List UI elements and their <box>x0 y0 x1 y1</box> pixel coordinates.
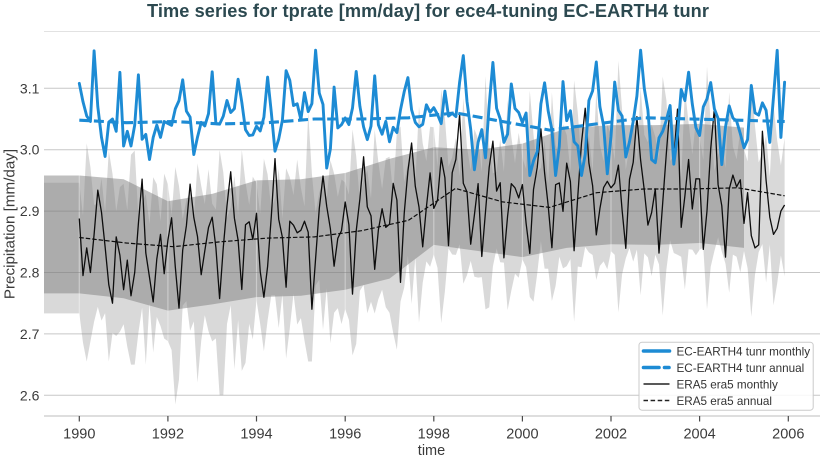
svg-text:2002: 2002 <box>595 427 627 443</box>
svg-text:2.8: 2.8 <box>20 265 40 281</box>
svg-text:1996: 1996 <box>329 427 361 443</box>
svg-text:3.0: 3.0 <box>20 142 40 158</box>
svg-text:2000: 2000 <box>506 427 538 443</box>
svg-text:2004: 2004 <box>683 427 715 443</box>
svg-text:ERA5 era5 monthly: ERA5 era5 monthly <box>677 378 778 391</box>
svg-text:1992: 1992 <box>152 427 184 443</box>
svg-text:Time series for tprate [mm/day: Time series for tprate [mm/day] for ece4… <box>147 1 709 21</box>
svg-text:EC-EARTH4 tunr annual: EC-EARTH4 tunr annual <box>677 362 805 375</box>
svg-text:Precipitation [mm/day]: Precipitation [mm/day] <box>2 149 19 299</box>
svg-text:3.1: 3.1 <box>20 80 40 96</box>
svg-text:2.9: 2.9 <box>20 203 40 219</box>
svg-text:2.6: 2.6 <box>20 387 40 403</box>
svg-text:ERA5 era5 annual: ERA5 era5 annual <box>677 395 773 408</box>
svg-text:1998: 1998 <box>418 427 450 443</box>
svg-text:EC-EARTH4 tunr monthly: EC-EARTH4 tunr monthly <box>677 345 811 358</box>
svg-text:time: time <box>418 443 445 457</box>
svg-text:2.7: 2.7 <box>20 326 40 342</box>
svg-text:1994: 1994 <box>240 427 272 443</box>
svg-text:2006: 2006 <box>772 427 804 443</box>
svg-text:1990: 1990 <box>63 427 95 443</box>
